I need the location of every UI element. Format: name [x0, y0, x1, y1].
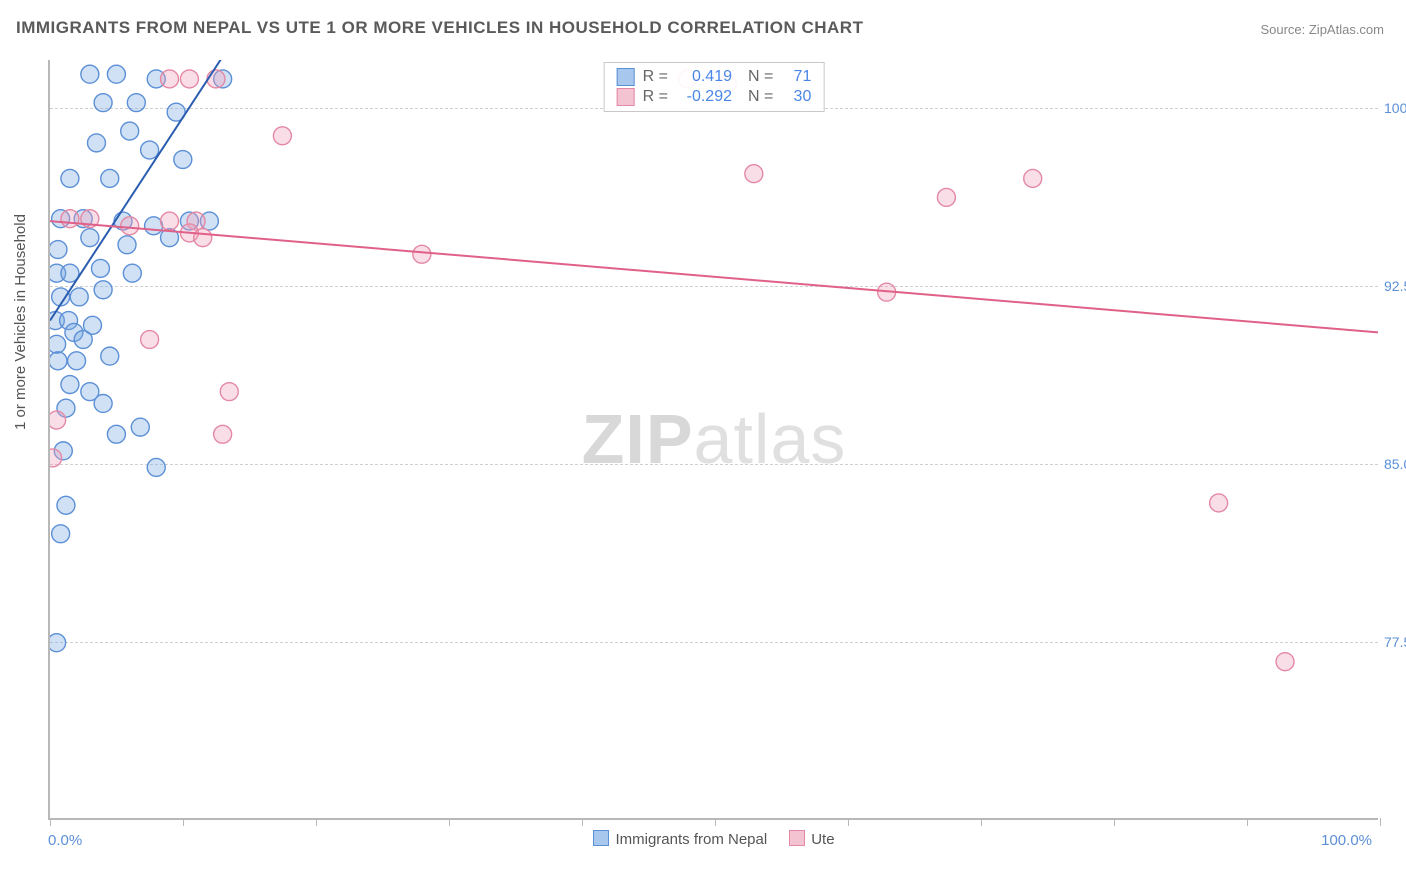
correlation-legend: R = 0.419 N = 71 R = -0.292 N = 30 — [604, 62, 825, 112]
plot-svg — [50, 60, 1378, 818]
data-point — [123, 264, 141, 282]
data-point — [127, 94, 145, 112]
source-attribution: Source: ZipAtlas.com — [1260, 22, 1384, 37]
x-tick — [582, 818, 583, 826]
legend-r-value: -0.292 — [676, 88, 732, 106]
x-tick — [848, 818, 849, 826]
data-point — [61, 376, 79, 394]
data-point — [94, 94, 112, 112]
data-point — [937, 188, 955, 206]
data-point — [121, 122, 139, 140]
data-point — [50, 449, 62, 467]
data-point — [118, 236, 136, 254]
data-point — [273, 127, 291, 145]
legend-swatch — [617, 88, 635, 106]
data-point — [174, 151, 192, 169]
legend-r-label: R = — [643, 88, 668, 106]
data-point — [50, 352, 67, 370]
x-tick — [981, 818, 982, 826]
data-point — [207, 70, 225, 88]
data-point — [94, 394, 112, 412]
data-point — [107, 65, 125, 83]
data-point — [131, 418, 149, 436]
data-point — [52, 525, 70, 543]
chart-title: IMMIGRANTS FROM NEPAL VS UTE 1 OR MORE V… — [16, 18, 863, 38]
data-point — [50, 634, 66, 652]
legend-swatch — [789, 830, 805, 846]
y-tick-label: 85.0% — [1384, 456, 1406, 472]
data-point — [70, 288, 88, 306]
x-tick — [1380, 818, 1381, 826]
series-legend: Immigrants from Nepal Ute — [0, 830, 1406, 848]
data-point — [220, 383, 238, 401]
data-point — [161, 70, 179, 88]
data-point — [74, 331, 92, 349]
legend-swatch — [617, 68, 635, 86]
legend-series-label: Immigrants from Nepal — [615, 831, 767, 848]
data-point — [101, 347, 119, 365]
data-point — [1024, 169, 1042, 187]
plot-area: ZIPatlas R =0.419N =71R =-0.292N =30 77.… — [48, 60, 1378, 820]
data-point — [81, 229, 99, 247]
data-point — [50, 335, 66, 353]
data-point — [147, 458, 165, 476]
legend-series-label: Ute — [811, 831, 834, 848]
data-point — [107, 425, 125, 443]
source-prefix: Source: — [1260, 22, 1308, 37]
data-point — [68, 352, 86, 370]
legend-r-label: R = — [643, 68, 668, 86]
data-point — [94, 281, 112, 299]
source-link[interactable]: ZipAtlas.com — [1309, 22, 1384, 37]
x-tick — [316, 818, 317, 826]
x-tick — [183, 818, 184, 826]
data-point — [1210, 494, 1228, 512]
legend-row: R = 0.419 N = 71 — [617, 67, 812, 87]
data-point — [57, 496, 75, 514]
legend-swatch — [593, 830, 609, 846]
x-tick — [1247, 818, 1248, 826]
data-point — [61, 169, 79, 187]
data-point — [91, 259, 109, 277]
data-point — [413, 245, 431, 263]
y-tick-label: 100.0% — [1384, 100, 1406, 116]
data-point — [194, 229, 212, 247]
x-tick — [715, 818, 716, 826]
data-point — [101, 169, 119, 187]
data-point — [61, 210, 79, 228]
data-point — [50, 411, 66, 429]
x-tick — [449, 818, 450, 826]
trend-line — [50, 221, 1378, 332]
legend-row: R = -0.292 N = 30 — [617, 87, 812, 107]
data-point — [214, 425, 232, 443]
legend-n-label: N = — [748, 68, 773, 86]
data-point — [121, 217, 139, 235]
data-point — [50, 241, 67, 259]
data-point — [745, 165, 763, 183]
data-point — [81, 65, 99, 83]
legend-n-label: N = — [748, 88, 773, 106]
data-point — [141, 331, 159, 349]
y-tick-label: 92.5% — [1384, 278, 1406, 294]
x-tick — [50, 818, 51, 826]
data-point — [180, 70, 198, 88]
data-point — [141, 141, 159, 159]
data-point — [87, 134, 105, 152]
legend-n-value: 71 — [781, 68, 811, 86]
y-tick-label: 77.5% — [1384, 634, 1406, 650]
data-point — [161, 212, 179, 230]
legend-r-value: 0.419 — [676, 68, 732, 86]
data-point — [145, 217, 163, 235]
y-axis-label: 1 or more Vehicles in Household — [12, 214, 29, 430]
data-point — [1276, 653, 1294, 671]
x-tick — [1114, 818, 1115, 826]
legend-n-value: 30 — [781, 88, 811, 106]
